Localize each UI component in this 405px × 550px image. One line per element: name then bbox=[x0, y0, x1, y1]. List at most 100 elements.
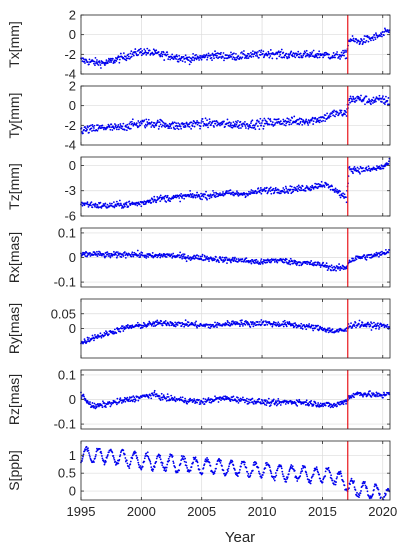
data-point bbox=[172, 460, 175, 463]
data-point bbox=[354, 489, 357, 491]
data-point bbox=[366, 323, 368, 326]
data-point bbox=[255, 258, 258, 261]
data-point bbox=[361, 482, 364, 485]
data-point bbox=[82, 453, 85, 456]
data-point bbox=[381, 394, 383, 397]
data-point bbox=[198, 194, 200, 197]
data-point bbox=[226, 262, 228, 265]
data-point bbox=[236, 190, 238, 193]
data-point bbox=[288, 468, 291, 471]
data-point bbox=[351, 35, 354, 37]
data-point bbox=[329, 115, 332, 118]
data-point bbox=[86, 125, 89, 128]
panel-rz: -0.100.1Rz[mas] bbox=[6, 367, 391, 432]
data-point bbox=[115, 200, 118, 203]
data-point bbox=[337, 330, 340, 333]
data-point bbox=[238, 58, 241, 60]
data-point bbox=[264, 122, 267, 125]
data-point bbox=[104, 404, 107, 407]
data-point bbox=[227, 470, 229, 473]
data-point bbox=[345, 196, 347, 199]
data-point bbox=[322, 329, 325, 332]
data-point bbox=[287, 261, 290, 264]
data-point bbox=[183, 122, 186, 125]
data-point bbox=[158, 121, 161, 124]
data-point bbox=[214, 395, 216, 398]
data-point bbox=[160, 253, 163, 256]
data-point bbox=[289, 257, 292, 260]
data-point bbox=[86, 255, 88, 258]
data-point bbox=[96, 129, 99, 132]
data-point bbox=[214, 470, 216, 473]
data-point bbox=[191, 322, 194, 325]
data-point bbox=[365, 39, 368, 42]
data-point bbox=[371, 37, 374, 40]
data-point bbox=[190, 57, 193, 60]
data-point bbox=[345, 402, 347, 405]
data-point bbox=[127, 400, 130, 403]
data-point bbox=[276, 261, 279, 264]
data-point bbox=[190, 466, 193, 468]
data-point bbox=[338, 194, 341, 197]
data-point bbox=[255, 323, 258, 326]
data-point bbox=[156, 119, 159, 122]
data-point bbox=[224, 398, 226, 401]
data-point bbox=[281, 56, 284, 59]
data-point bbox=[299, 52, 302, 55]
data-point bbox=[172, 397, 175, 400]
data-point bbox=[380, 168, 382, 170]
data-point bbox=[348, 99, 350, 102]
data-point bbox=[332, 114, 334, 117]
data-point bbox=[333, 265, 335, 268]
data-point bbox=[247, 57, 250, 59]
data-point bbox=[81, 201, 83, 204]
data-point bbox=[197, 464, 199, 467]
data-point bbox=[102, 400, 104, 403]
data-point bbox=[196, 123, 199, 126]
data-point bbox=[317, 471, 320, 474]
data-point bbox=[387, 29, 389, 32]
data-point bbox=[101, 404, 103, 407]
data-point bbox=[191, 59, 194, 62]
data-point bbox=[130, 50, 133, 53]
data-point bbox=[110, 61, 113, 63]
data-point bbox=[311, 51, 314, 54]
data-point bbox=[303, 53, 306, 55]
data-point bbox=[186, 56, 189, 59]
data-point bbox=[251, 119, 254, 122]
data-point bbox=[112, 201, 115, 204]
data-point bbox=[185, 121, 188, 124]
data-point bbox=[177, 122, 180, 125]
data-point bbox=[373, 488, 375, 491]
data-point bbox=[227, 467, 230, 470]
data-point bbox=[227, 124, 230, 127]
data-point bbox=[101, 455, 103, 457]
data-point bbox=[124, 327, 127, 330]
data-point bbox=[196, 401, 198, 404]
data-point bbox=[338, 112, 341, 115]
data-point bbox=[183, 197, 186, 200]
data-point bbox=[207, 326, 210, 329]
data-point bbox=[261, 400, 264, 402]
data-point bbox=[165, 324, 168, 327]
data-point bbox=[111, 129, 114, 131]
data-point bbox=[235, 192, 238, 195]
data-point bbox=[133, 396, 136, 399]
data-point bbox=[220, 399, 222, 402]
data-point bbox=[353, 486, 356, 489]
data-point bbox=[257, 470, 260, 473]
y-tick-label: -4 bbox=[64, 138, 76, 153]
data-point bbox=[297, 187, 300, 190]
data-point bbox=[273, 479, 276, 482]
data-point bbox=[248, 190, 250, 193]
data-point bbox=[293, 325, 296, 328]
data-point bbox=[160, 51, 163, 53]
data-point bbox=[350, 396, 353, 399]
data-point bbox=[335, 269, 337, 272]
data-point bbox=[367, 321, 369, 324]
data-point bbox=[192, 461, 195, 464]
y-tick-label: 0.1 bbox=[58, 225, 76, 240]
data-point bbox=[130, 120, 133, 123]
